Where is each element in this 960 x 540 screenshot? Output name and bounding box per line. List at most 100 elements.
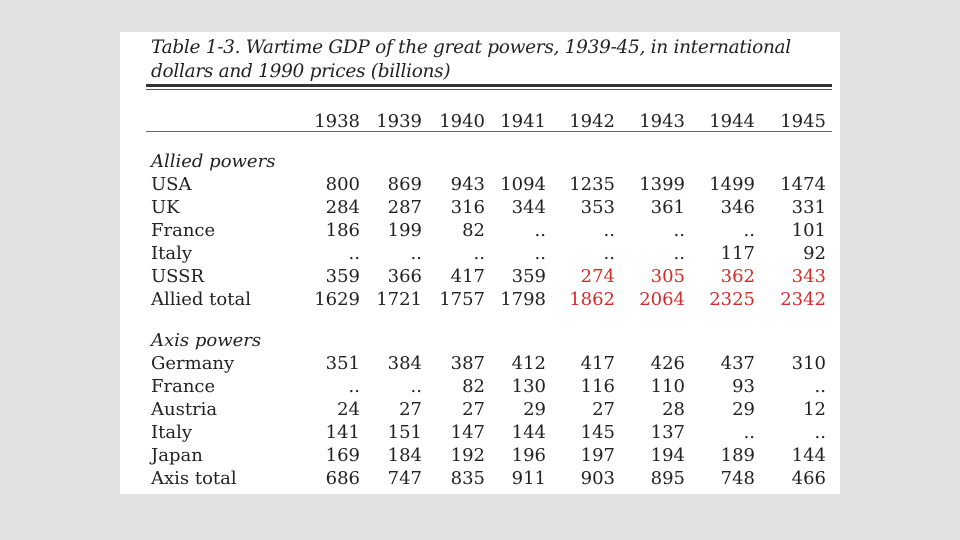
table-cell: 835 bbox=[450, 468, 485, 489]
table-cell: 1629 bbox=[314, 289, 360, 310]
table-cell: 1474 bbox=[780, 174, 826, 195]
highlighted-cell: 343 bbox=[791, 266, 826, 287]
table-cell: .. bbox=[348, 376, 360, 397]
table-cell: 117 bbox=[720, 243, 755, 264]
table-cell: 29 bbox=[732, 399, 755, 420]
table-cell: .. bbox=[410, 243, 422, 264]
row-label: Japan bbox=[151, 445, 203, 466]
table-cell: 196 bbox=[511, 445, 546, 466]
top-double-rule bbox=[146, 84, 832, 87]
table-cell: 417 bbox=[450, 266, 485, 287]
year-header: 1938 bbox=[314, 111, 360, 132]
table-cell: 903 bbox=[580, 468, 615, 489]
table-cell: .. bbox=[603, 243, 615, 264]
table-cell: 359 bbox=[511, 266, 546, 287]
row-label: Axis total bbox=[151, 468, 237, 489]
table-cell: 29 bbox=[523, 399, 546, 420]
row-label: Germany bbox=[151, 353, 235, 374]
table-cell: 366 bbox=[387, 266, 422, 287]
table-cell: 316 bbox=[450, 197, 485, 218]
table-cell: 194 bbox=[650, 445, 685, 466]
table-cell: 1721 bbox=[376, 289, 422, 310]
table-cell: 748 bbox=[720, 468, 755, 489]
row-label: Italy bbox=[151, 422, 193, 443]
table-cell: 800 bbox=[325, 174, 360, 195]
table-cell: 895 bbox=[650, 468, 685, 489]
table-cell: 387 bbox=[450, 353, 485, 374]
table-cell: .. bbox=[603, 220, 615, 241]
table-row-uk: UK 284 287 316 344 353 361 346 331 bbox=[120, 197, 840, 219]
year-header: 1943 bbox=[639, 111, 685, 132]
table-cell: 1499 bbox=[709, 174, 755, 195]
table-cell: 466 bbox=[791, 468, 826, 489]
table-cell: 192 bbox=[450, 445, 485, 466]
row-label: UK bbox=[151, 197, 180, 218]
table-cell: 151 bbox=[387, 422, 422, 443]
section-heading: Allied powers bbox=[151, 151, 276, 172]
year-header: 1939 bbox=[376, 111, 422, 132]
table-cell: 287 bbox=[387, 197, 422, 218]
header-rule bbox=[146, 131, 832, 132]
table-cell: 351 bbox=[325, 353, 360, 374]
table-row-italy-allied: Italy .. .. .. .. .. .. 117 92 bbox=[120, 243, 840, 265]
table-cell: 147 bbox=[450, 422, 485, 443]
row-label: France bbox=[151, 376, 216, 397]
highlighted-cell: 2325 bbox=[709, 289, 755, 310]
table-cell: 141 bbox=[325, 422, 360, 443]
table-cell: 1094 bbox=[500, 174, 546, 195]
table-cell: 82 bbox=[462, 220, 485, 241]
table-cell: 310 bbox=[791, 353, 826, 374]
year-header-row: 1938 1939 1940 1941 1942 1943 1944 1945 bbox=[120, 111, 840, 133]
table-cell: .. bbox=[814, 422, 826, 443]
highlighted-cell: 2342 bbox=[780, 289, 826, 310]
table-cell: 137 bbox=[650, 422, 685, 443]
slide: Table 1-3. Wartime GDP of the great powe… bbox=[120, 32, 840, 494]
table-cell: 144 bbox=[791, 445, 826, 466]
highlighted-cell: 362 bbox=[720, 266, 755, 287]
table-cell: .. bbox=[534, 220, 546, 241]
table-cell: .. bbox=[534, 243, 546, 264]
table-cell: 1757 bbox=[439, 289, 485, 310]
section-heading-axis: Axis powers bbox=[120, 330, 840, 352]
table-cell: 189 bbox=[720, 445, 755, 466]
table-cell: 353 bbox=[580, 197, 615, 218]
table-cell: 417 bbox=[580, 353, 615, 374]
table-cell: 27 bbox=[462, 399, 485, 420]
table-cell: 1399 bbox=[639, 174, 685, 195]
table-row-austria: Austria 24 27 27 29 27 28 29 12 bbox=[120, 399, 840, 421]
table-row-usa: USA 800 869 943 1094 1235 1399 1499 1474 bbox=[120, 174, 840, 196]
table-cell: 145 bbox=[580, 422, 615, 443]
row-label: USA bbox=[151, 174, 192, 195]
table-cell: 1798 bbox=[500, 289, 546, 310]
table-cell: 361 bbox=[650, 197, 685, 218]
table-cell: .. bbox=[743, 220, 755, 241]
table-cell: 284 bbox=[325, 197, 360, 218]
highlighted-cell: 1862 bbox=[569, 289, 615, 310]
highlighted-cell: 305 bbox=[650, 266, 685, 287]
table-cell: .. bbox=[410, 376, 422, 397]
row-label: USSR bbox=[151, 266, 205, 287]
table-cell: .. bbox=[348, 243, 360, 264]
year-header: 1945 bbox=[780, 111, 826, 132]
table-cell: 82 bbox=[462, 376, 485, 397]
table-cell: .. bbox=[673, 220, 685, 241]
table-row-france-allied: France 186 199 82 .. .. .. .. 101 bbox=[120, 220, 840, 242]
table-cell: 12 bbox=[803, 399, 826, 420]
table-cell: 28 bbox=[662, 399, 685, 420]
year-header: 1944 bbox=[709, 111, 755, 132]
table-cell: 686 bbox=[325, 468, 360, 489]
section-heading-allied: Allied powers bbox=[120, 151, 840, 173]
row-label: Allied total bbox=[151, 289, 251, 310]
table-row-italy-axis: Italy 141 151 147 144 145 137 .. .. bbox=[120, 422, 840, 444]
table-cell: 24 bbox=[337, 399, 360, 420]
table-row-axis-total: Axis total 686 747 835 911 903 895 748 4… bbox=[120, 468, 840, 490]
table-cell: 911 bbox=[511, 468, 546, 489]
table-cell: 344 bbox=[511, 197, 546, 218]
table-cell: 169 bbox=[325, 445, 360, 466]
table-cell: 869 bbox=[387, 174, 422, 195]
row-label: Austria bbox=[151, 399, 218, 420]
table-cell: 184 bbox=[387, 445, 422, 466]
table-row-germany: Germany 351 384 387 412 417 426 437 310 bbox=[120, 353, 840, 375]
table-title: Table 1-3. Wartime GDP of the great powe… bbox=[151, 37, 791, 82]
table-cell: 426 bbox=[650, 353, 685, 374]
